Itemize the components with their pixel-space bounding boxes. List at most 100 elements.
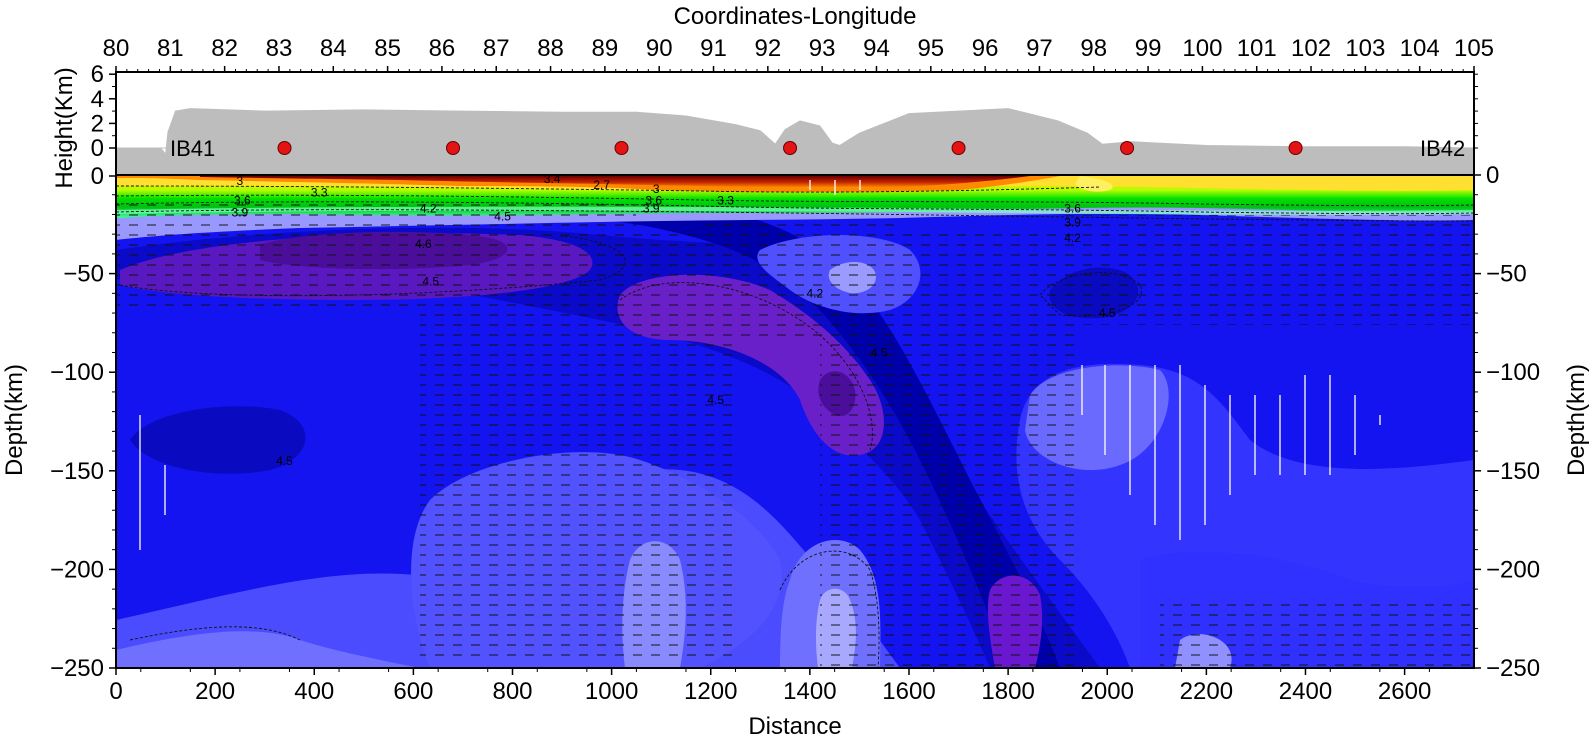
top-tick-label-103: 103 [1345, 35, 1385, 62]
contour-label-15: 4.5 [871, 345, 888, 359]
contour-labels: 33.33.63.9 4.24.54.64.53.4 2.7 33.63.93.34.… [232, 172, 1116, 468]
top-tick-label-93: 93 [809, 35, 836, 62]
right-tick-label-1: −50 [1486, 261, 1527, 288]
topo-tick-label-3: 0 [91, 135, 104, 162]
top-tick-label-105: 105 [1454, 35, 1494, 62]
contour-label-16: 4.5 [707, 393, 724, 407]
stations [277, 141, 1303, 155]
top-tick-label-80: 80 [103, 35, 130, 62]
station-label-start: IB41 [170, 136, 215, 161]
contour-label-10: 3 [653, 182, 660, 196]
left-tick-label-0: −250 [50, 655, 104, 682]
bottom-tick-label-1800: 1800 [981, 678, 1034, 705]
bottom-tick-label-800: 800 [492, 678, 532, 705]
bottom-tick-label-600: 600 [393, 678, 433, 705]
topography-profile [116, 108, 1474, 175]
contour-label-2: 3.6 [234, 194, 251, 208]
right-axis-title: Depth(km) [1563, 364, 1590, 476]
bottom-axis: 0 200 400 600 800 1000 1200 1400 1600 1800 2000 220… [109, 668, 1431, 705]
top-tick-label-101: 101 [1237, 35, 1277, 62]
top-tick-label-95: 95 [917, 35, 944, 62]
top-tick-label-84: 84 [320, 35, 347, 62]
left-tick-label-2: −150 [50, 458, 104, 485]
top-tick-label-102: 102 [1291, 35, 1331, 62]
station-marker-4 [951, 141, 966, 155]
top-tick-label-90: 90 [646, 35, 673, 62]
bottom-tick-label-0: 0 [109, 678, 122, 705]
contour-label-0: 3 [237, 174, 244, 188]
left-tick-label-1: −200 [50, 556, 104, 583]
top-tick-label-88: 88 [537, 35, 564, 62]
left-axis: −250 −200 −150 −100 −50 [50, 194, 116, 682]
topo-tick-label-1: 4 [91, 86, 104, 113]
topo-tick-label-2: 2 [91, 110, 104, 137]
bottom-axis-title: Distance [748, 713, 841, 739]
top-tick-label-104: 104 [1400, 35, 1440, 62]
station-label-end: IB42 [1420, 136, 1465, 161]
bottom-tick-label-1600: 1600 [882, 678, 935, 705]
contour-label-12: 3.9 [643, 202, 660, 216]
bottom-tick-label-2400: 2400 [1279, 678, 1332, 705]
top-tick-label-100: 100 [1182, 35, 1222, 62]
right-tick-label-2: −100 [1486, 359, 1540, 386]
top-axis-title: Coordinates-Longitude [674, 3, 917, 30]
resolution-lines [139, 180, 1381, 550]
contour-label-18: 3.6 [1064, 202, 1081, 216]
contour-label-6: 4.6 [415, 237, 432, 251]
right-tick-label-3: −150 [1486, 458, 1540, 485]
right-tick-label-4: −200 [1486, 556, 1540, 583]
bottom-tick-label-1400: 1400 [783, 678, 836, 705]
contour-label-13: 3.3 [717, 194, 734, 208]
topo-axis-title: Height(Km) [51, 67, 78, 188]
station-marker-5 [1120, 141, 1135, 155]
contour-label-5: 4.5 [494, 209, 511, 223]
velocity-field [116, 175, 1474, 668]
contour-label-20: 4.2 [1064, 231, 1081, 245]
right-tick-label-0: 0 [1486, 162, 1499, 189]
top-tick-label-91: 91 [700, 35, 727, 62]
top-tick-label-86: 86 [429, 35, 456, 62]
contour-label-17: 4.5 [276, 454, 293, 468]
top-tick-label-94: 94 [863, 35, 890, 62]
left-axis-title: Depth(km) [1, 364, 28, 476]
top-tick-label-99: 99 [1135, 35, 1162, 62]
bottom-tick-label-2600: 2600 [1378, 678, 1431, 705]
bottom-tick-label-400: 400 [294, 678, 334, 705]
contour-label-21: 4.5 [1099, 306, 1116, 320]
station-marker-2 [614, 141, 629, 155]
station-marker-6 [1288, 141, 1303, 155]
top-tick-label-96: 96 [972, 35, 999, 62]
station-marker-0 [277, 141, 292, 155]
left-tick-label-3: −100 [50, 359, 104, 386]
left-tick-label-4: −50 [63, 261, 104, 288]
right-tick-label-5: −250 [1486, 655, 1540, 682]
station-marker-3 [783, 141, 798, 155]
contour-label-1: 3.3 [311, 186, 328, 200]
contour-label-9: 2.7 [593, 178, 610, 192]
bottom-tick-label-1000: 1000 [585, 678, 638, 705]
top-tick-label-89: 89 [592, 35, 619, 62]
top-tick-label-98: 98 [1080, 35, 1107, 62]
top-tick-label-85: 85 [374, 35, 401, 62]
right-axis: 0 −50 −100 −150 −200 −250 [1474, 162, 1540, 682]
topography-panel [116, 72, 1474, 175]
contour-label-4: 4.2 [420, 202, 437, 216]
bottom-tick-label-200: 200 [195, 678, 235, 705]
station-marker-1 [446, 141, 461, 155]
top-tick-label-87: 87 [483, 35, 510, 62]
topo-tick-label-0: 6 [91, 61, 104, 88]
top-tick-label-82: 82 [211, 35, 238, 62]
top-tick-label-92: 92 [754, 35, 781, 62]
bottom-tick-label-2000: 2000 [1081, 678, 1134, 705]
top-axis: 80 81 82 83 84 85 86 87 88 89 90 91 92 93 94 95 96 97 98 99… [103, 35, 1494, 72]
contour-label-14: 4.2 [806, 286, 823, 300]
top-tick-label-81: 81 [157, 35, 184, 62]
contour-label-7: 4.5 [422, 274, 439, 288]
contour-label-11: 3.6 [645, 194, 662, 208]
top-tick-label-83: 83 [266, 35, 293, 62]
bottom-tick-label-2200: 2200 [1180, 678, 1233, 705]
bottom-tick-label-1200: 1200 [684, 678, 737, 705]
top-tick-label-97: 97 [1026, 35, 1053, 62]
